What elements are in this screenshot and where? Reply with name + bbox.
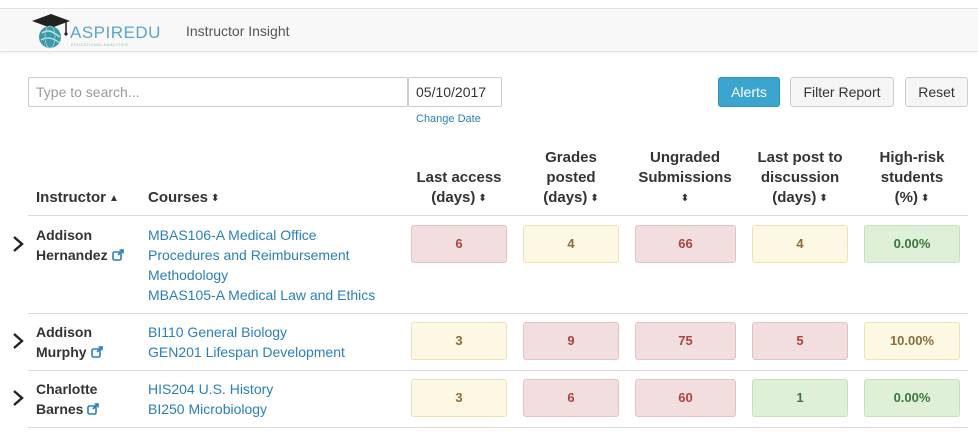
header-line-2: posted — [546, 169, 596, 186]
header-line-2: students — [880, 169, 944, 186]
course-link[interactable]: Procedures and Reimbursement — [148, 247, 350, 263]
date-input[interactable] — [408, 77, 502, 107]
grades-posted-cell: 9 — [523, 322, 619, 360]
instructor-name[interactable]: Addison Hernandez — [36, 225, 125, 265]
header-line-2: (days) — [431, 189, 476, 206]
logo-tagline: EDUCATIONAL ANALYTICS — [71, 42, 129, 47]
header-line-1: Ungraded — [649, 149, 720, 166]
header-line-3: (days) — [543, 189, 588, 206]
high-risk-cell: 0.00% — [864, 379, 960, 417]
top-navbar: ASPIREDU EDUCATIONAL ANALYTICS Instructo… — [0, 8, 978, 52]
header-line-1: Last access — [416, 169, 502, 186]
last-post-cell: 5 — [752, 322, 848, 360]
instructor-last-name: Murphy — [36, 344, 87, 360]
sort-icon: ⬍ — [819, 193, 828, 204]
column-header-grades-posted[interactable]: Grades posted (days) ⬍ — [518, 148, 624, 209]
sort-icon: ⬍ — [590, 193, 599, 204]
column-header-label: Instructor — [36, 189, 107, 206]
instructor-last-name: Barnes — [36, 401, 84, 417]
column-header-courses[interactable]: Courses ⬍ — [148, 188, 219, 209]
header-line-1: High-risk — [879, 149, 945, 166]
last-post-cell: 1 — [752, 379, 848, 417]
last-access-cell: 6 — [411, 225, 507, 263]
graduation-cap-globe-icon — [32, 14, 70, 49]
column-header-last-access[interactable]: Last access (days) ⬍ — [406, 168, 512, 209]
ungraded-submissions-cell: 60 — [635, 379, 736, 417]
header-line-2: discussion — [760, 169, 840, 186]
header-line-3: (%) — [894, 189, 918, 206]
header-line-1: Grades — [545, 149, 597, 166]
external-link-icon[interactable] — [90, 346, 104, 358]
change-date-link[interactable]: Change Date — [416, 113, 481, 125]
instructor-name[interactable]: Charlotte Barnes — [36, 379, 100, 419]
logo-text: ASPIREDU — [70, 23, 161, 42]
instructor-last-name: Hernandez — [36, 247, 108, 263]
search-input[interactable] — [28, 77, 408, 107]
course-link[interactable]: MBAS105-A Medical Law and Ethics — [148, 287, 376, 303]
header-line-2: Submissions — [638, 169, 732, 186]
course-link[interactable]: BI250 Microbiology — [148, 401, 268, 417]
course-link[interactable]: HIS204 U.S. History — [148, 381, 274, 397]
course-list: MBAS106-A Medical Office Procedures and … — [148, 225, 398, 305]
external-link-icon[interactable] — [87, 403, 100, 415]
sort-icon: ⬍ — [920, 193, 930, 204]
column-header-instructor[interactable]: Instructor ▲ — [36, 188, 119, 209]
aspiredu-logo[interactable]: ASPIREDU EDUCATIONAL ANALYTICS — [30, 13, 160, 49]
header-divider — [28, 215, 968, 216]
column-header-label: Courses — [148, 189, 209, 206]
instructor-first-name: Addison — [36, 324, 92, 340]
ungraded-submissions-cell: 75 — [635, 322, 736, 360]
course-list: BI110 General Biology GEN201 Lifespan De… — [148, 322, 398, 362]
high-risk-cell: 10.00% — [864, 322, 960, 360]
app-title[interactable]: Instructor Insight — [186, 23, 290, 39]
column-header-ungraded-submissions[interactable]: Ungraded Submissions ⬍ — [630, 148, 740, 209]
ungraded-submissions-cell: 66 — [635, 225, 736, 263]
last-post-cell: 4 — [752, 225, 848, 263]
sort-icon: ⬍ — [680, 193, 690, 204]
grades-posted-cell: 4 — [523, 225, 619, 263]
header-line-1: Last post to — [757, 149, 843, 166]
filter-report-button[interactable]: Filter Report — [790, 77, 894, 107]
instructor-name[interactable]: Addison Murphy — [36, 322, 104, 362]
course-link[interactable]: MBAS106-A Medical Office — [148, 227, 317, 243]
row-divider — [28, 313, 968, 314]
course-link[interactable]: BI110 General Biology — [148, 324, 288, 340]
high-risk-cell: 0.00% — [864, 225, 960, 263]
chevron-right-icon[interactable] — [11, 332, 25, 350]
chevron-right-icon[interactable] — [11, 235, 25, 253]
column-header-high-risk[interactable]: High-risk students (%) ⬍ — [858, 148, 966, 209]
sort-icon: ⬍ — [478, 193, 487, 204]
course-list: HIS204 U.S. History BI250 Microbiology — [148, 379, 398, 419]
course-link[interactable]: GEN201 Lifespan Development — [148, 344, 345, 360]
last-access-cell: 3 — [411, 322, 507, 360]
sort-icon: ⬍ — [211, 193, 220, 204]
column-header-last-post[interactable]: Last post to discussion (days) ⬍ — [746, 148, 854, 209]
grades-posted-cell: 6 — [523, 379, 619, 417]
instructor-first-name: Addison — [36, 227, 92, 243]
course-link[interactable]: Methodology — [148, 267, 229, 283]
sort-asc-icon: ▲ — [109, 193, 119, 204]
chevron-right-icon[interactable] — [11, 389, 25, 407]
row-divider — [28, 370, 968, 371]
header-line-3: (days) — [772, 189, 817, 206]
instructor-first-name: Charlotte — [36, 381, 98, 397]
last-access-cell: 3 — [411, 379, 507, 417]
alerts-button[interactable]: Alerts — [718, 77, 780, 107]
reset-button[interactable]: Reset — [905, 77, 968, 107]
row-divider — [28, 427, 968, 428]
external-link-icon[interactable] — [111, 249, 125, 261]
